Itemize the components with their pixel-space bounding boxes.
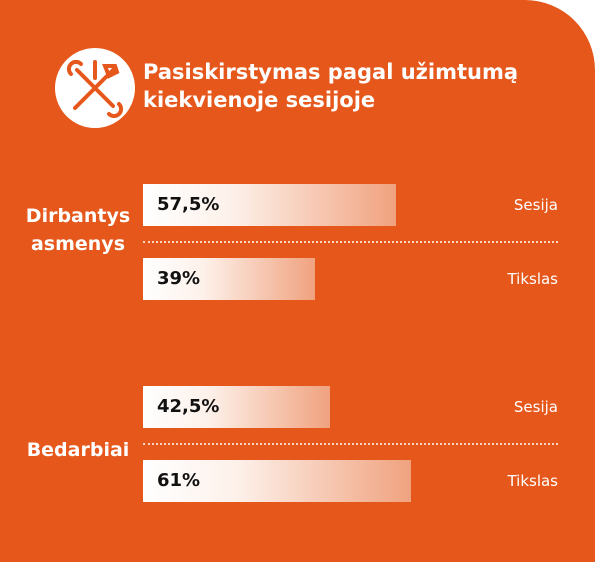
value-label: 42,5% bbox=[157, 396, 220, 417]
icon bbox=[55, 48, 135, 128]
value-label: 39% bbox=[157, 268, 201, 289]
value-label: 61% bbox=[157, 470, 201, 491]
series-label: Tikslas bbox=[507, 270, 558, 288]
series-label: Sesija bbox=[513, 196, 558, 214]
bar bbox=[143, 460, 412, 502]
bar bbox=[143, 184, 396, 226]
bar bbox=[143, 258, 315, 300]
series-label: Sesija bbox=[513, 398, 558, 416]
divider bbox=[143, 241, 558, 243]
series-label: Tikslas bbox=[507, 472, 558, 490]
value-label: 57,5% bbox=[157, 194, 220, 215]
category-label: Bedarbiai bbox=[26, 439, 130, 461]
bar bbox=[143, 386, 330, 428]
divider bbox=[143, 443, 558, 445]
category-label: Dirbantys asmenys bbox=[25, 205, 131, 255]
chart-title: Pasiskirstymas pagal užimtumą kiekvienoj… bbox=[143, 60, 519, 112]
